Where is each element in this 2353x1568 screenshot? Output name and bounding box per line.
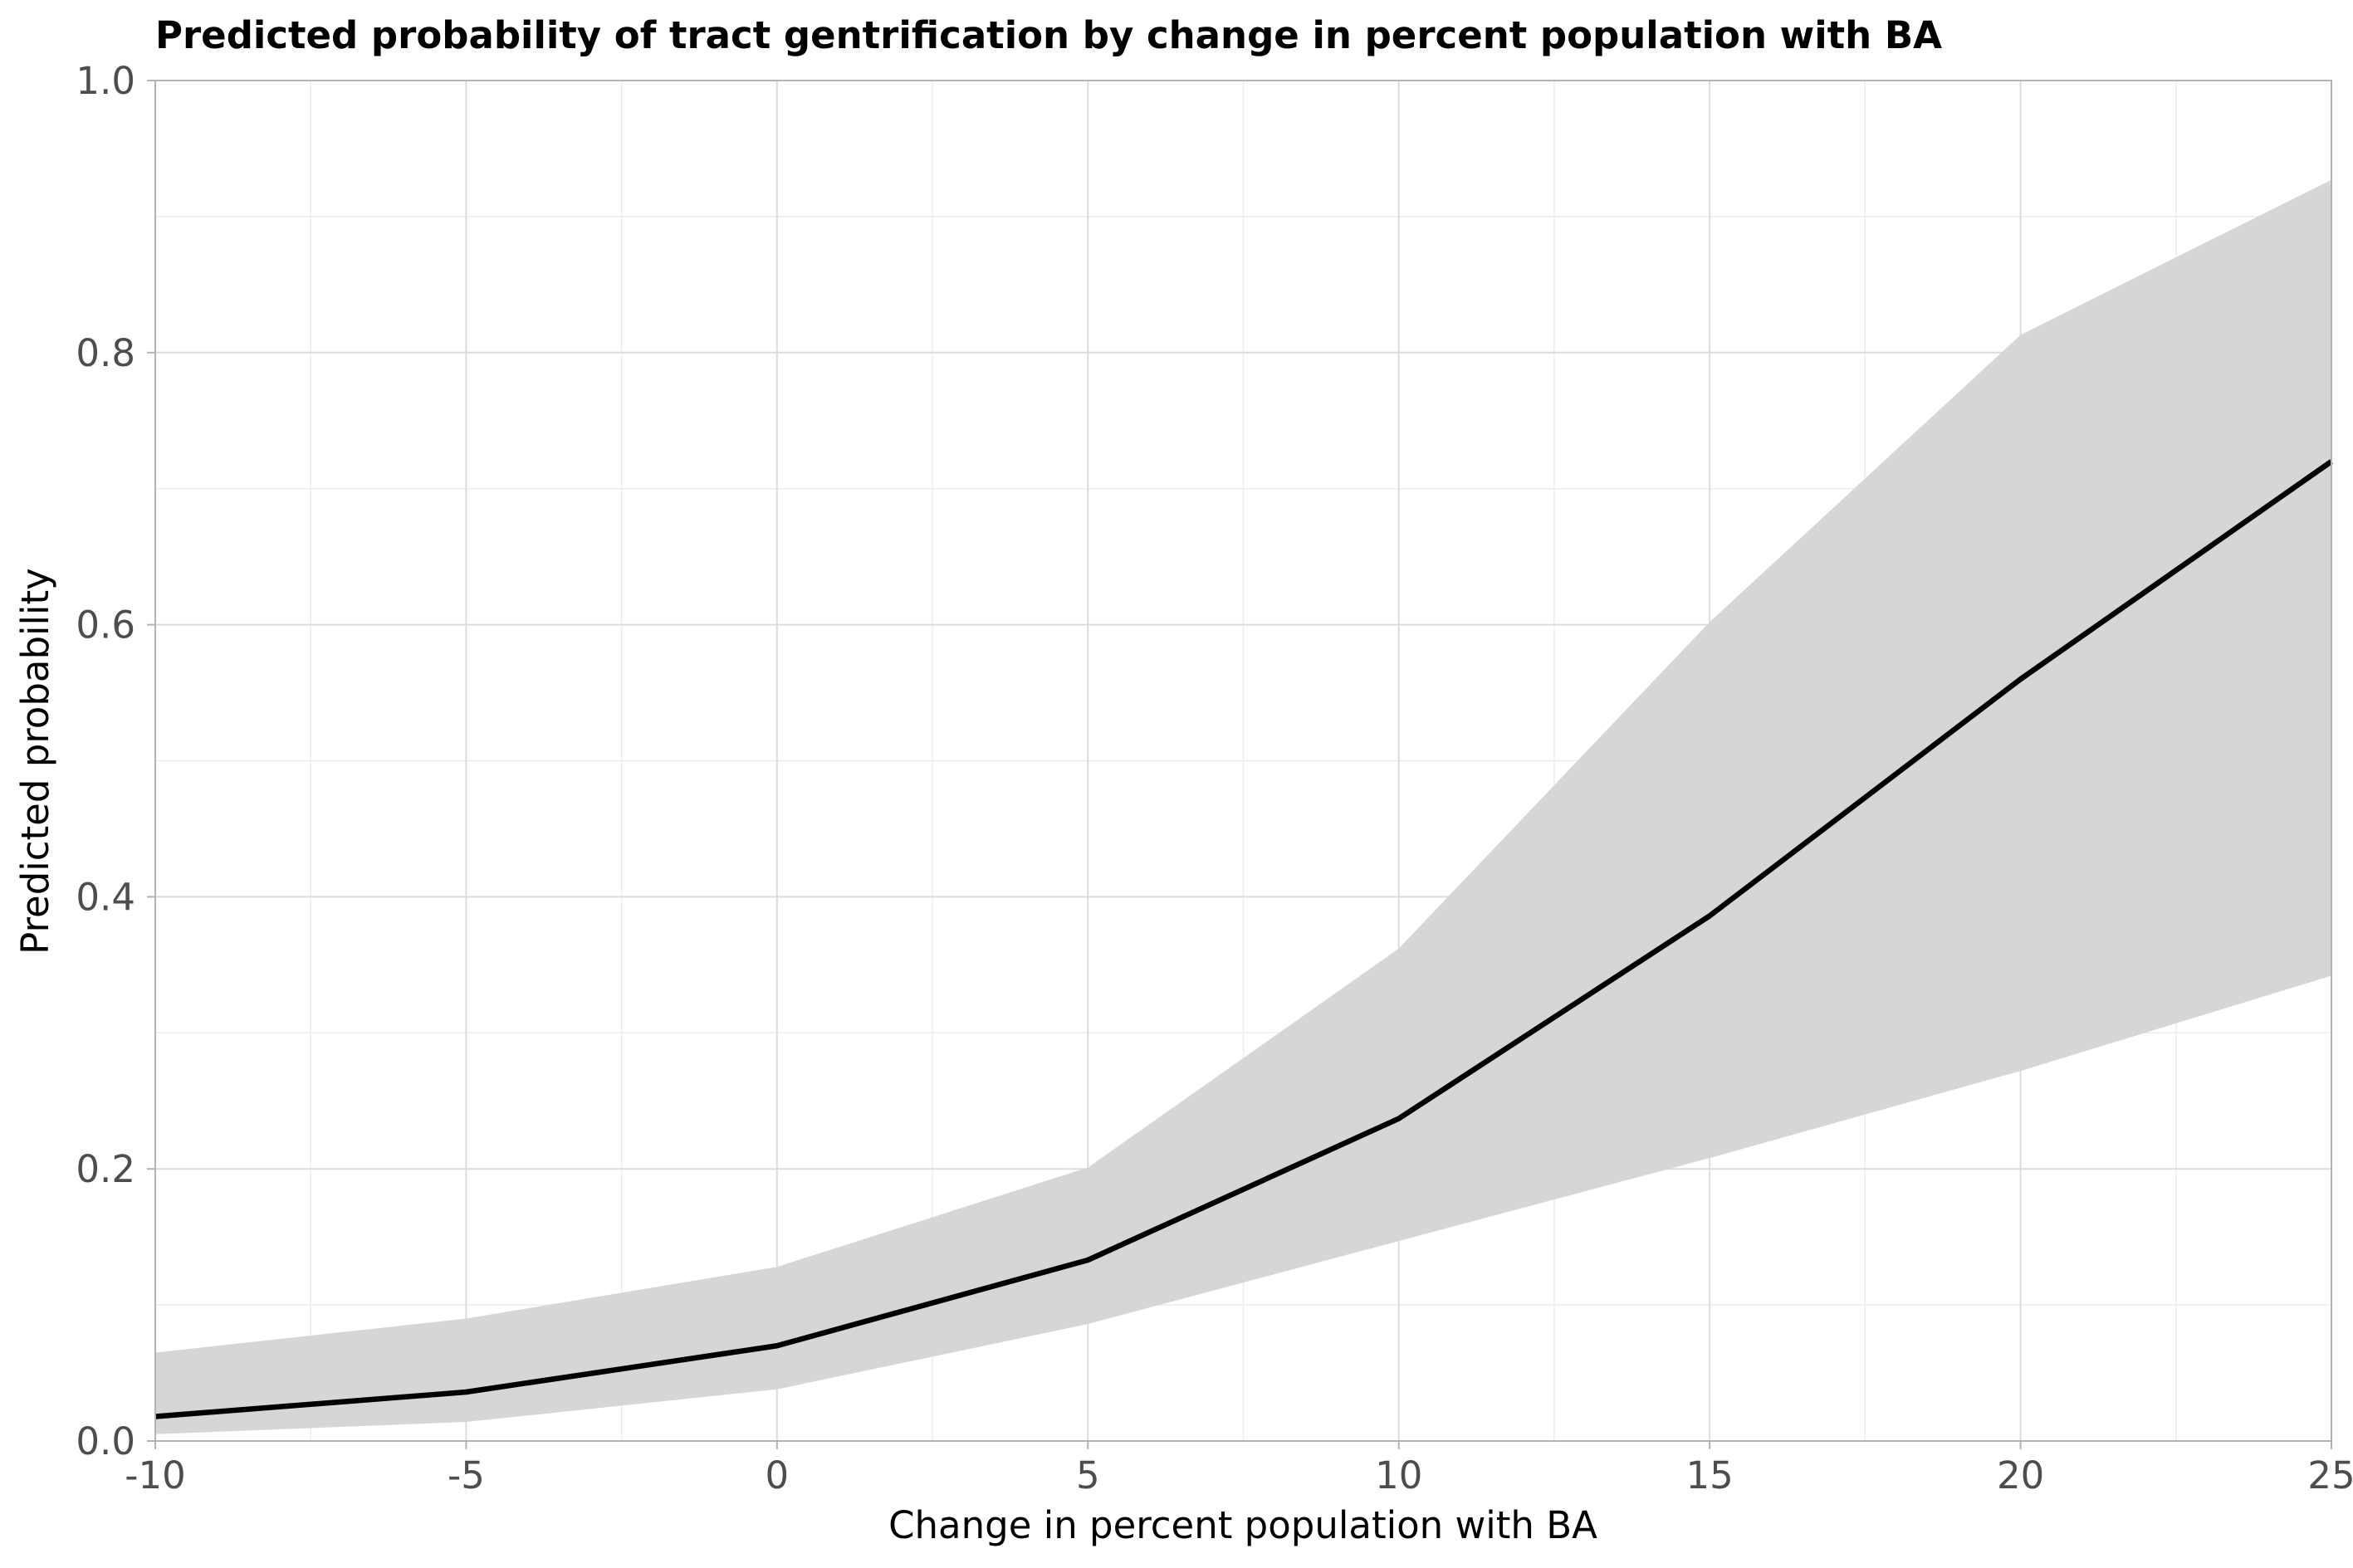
y-axis-label: Predicted probability <box>13 568 57 955</box>
x-tick-label: 15 <box>1686 1453 1734 1497</box>
y-tick-label: 0.0 <box>76 1419 135 1463</box>
series-lines <box>154 459 2333 1419</box>
y-tick-label: 0.6 <box>76 603 135 647</box>
x-axis-ticks: -10 -5 0 5 10 15 20 25 <box>125 1441 2353 1497</box>
x-tick-label: 10 <box>1375 1453 1422 1497</box>
y-axis-ticks: 0.0 0.2 0.4 0.6 0.8 1.0 <box>76 59 155 1463</box>
x-tick-label: -10 <box>125 1453 186 1497</box>
y-tick-label: 0.2 <box>76 1147 135 1191</box>
x-tick-label: 0 <box>766 1453 790 1497</box>
plot-panel-border <box>154 80 2332 1442</box>
series-line <box>154 459 2333 1419</box>
y-tick-label: 0.8 <box>76 331 135 375</box>
x-axis-label: Change in percent population with BA <box>888 1503 1597 1547</box>
confidence-band <box>155 179 2331 1434</box>
x-tick-label: 20 <box>1997 1453 2044 1497</box>
confidence-bands <box>155 179 2331 1434</box>
x-tick-label: 25 <box>2307 1453 2353 1497</box>
x-tick-label: 5 <box>1076 1453 1100 1497</box>
chart-title: Predicted probability of tract gentrific… <box>155 13 1942 57</box>
x-tick-label: -5 <box>448 1453 485 1497</box>
y-tick-label: 1.0 <box>76 59 135 103</box>
y-tick-label: 0.4 <box>76 875 135 919</box>
